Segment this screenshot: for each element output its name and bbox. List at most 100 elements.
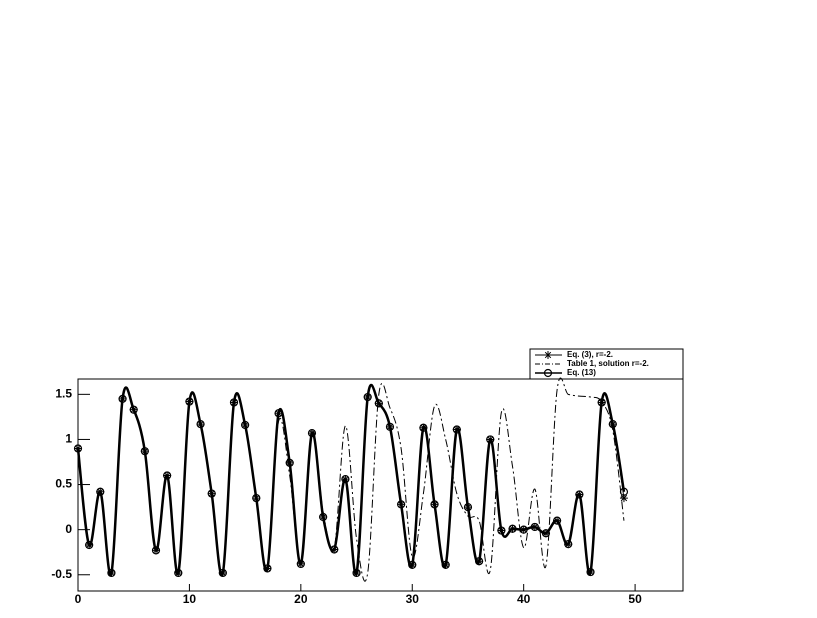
circle-marker [575, 490, 584, 499]
circle-marker [307, 429, 317, 438]
star-marker [374, 399, 383, 408]
circle-marker [374, 399, 383, 408]
circle-marker [229, 398, 239, 407]
star-marker [564, 540, 573, 549]
star-marker [229, 398, 238, 407]
circle-marker [552, 516, 562, 525]
star-marker [430, 500, 439, 509]
star-marker [352, 568, 361, 577]
circle-marker [207, 489, 216, 498]
circle-marker [352, 568, 361, 578]
star-marker [530, 522, 539, 531]
star-marker [486, 435, 495, 444]
series-line [76, 383, 626, 577]
x-tick-label: 0 [75, 592, 82, 606]
circle-marker [564, 539, 573, 549]
circle-marker [85, 540, 94, 550]
star-marker [619, 494, 628, 503]
star-marker [553, 516, 562, 525]
star-marker [85, 540, 94, 549]
circle-marker [497, 526, 506, 535]
circle-marker [586, 567, 595, 577]
star-marker [508, 524, 517, 533]
circle-marker [174, 568, 183, 578]
circle-marker [96, 487, 105, 496]
circle-marker [73, 444, 83, 453]
circle-marker [151, 546, 161, 555]
star-marker [519, 525, 528, 534]
y-tick-label: 1 [65, 432, 72, 446]
star-marker [586, 568, 595, 577]
y-tick-label: -0.5 [51, 567, 72, 581]
star-marker [408, 560, 417, 569]
circle-marker [430, 500, 439, 509]
circle-marker [341, 475, 350, 484]
star-marker [319, 513, 328, 522]
circle-marker [140, 447, 149, 456]
circle-marker [541, 529, 551, 538]
star-marker [397, 500, 406, 509]
star-marker [129, 405, 138, 414]
circle-marker [441, 560, 450, 569]
star-marker [475, 557, 484, 566]
star-marker [207, 489, 216, 498]
circle-marker [163, 471, 172, 480]
x-tick-label: 10 [183, 592, 197, 606]
star-marker [385, 422, 394, 431]
star-marker [497, 526, 506, 535]
circle-marker [397, 500, 406, 509]
star-marker [274, 409, 283, 418]
star-marker [252, 494, 261, 503]
star-marker [241, 421, 250, 430]
star-marker [218, 568, 227, 577]
star-marker [185, 397, 194, 406]
circle-marker [530, 522, 539, 532]
legend-label: Eq. (13) [567, 368, 596, 377]
circle-marker [363, 392, 372, 402]
star-marker [163, 471, 172, 480]
star-marker [452, 425, 461, 434]
legend-label: Table 1, solution r=-2. [567, 359, 649, 368]
star-marker [597, 398, 606, 407]
circle-marker [218, 568, 227, 578]
circle-marker [241, 420, 250, 430]
star-marker [608, 420, 617, 429]
circle-marker [608, 420, 617, 429]
x-tick-label: 20 [294, 592, 308, 606]
circle-marker [597, 398, 606, 407]
x-tick-label: 40 [517, 592, 531, 606]
star-marker [285, 458, 294, 467]
circle-marker [543, 368, 553, 378]
circle-marker [619, 487, 629, 496]
star-marker [140, 447, 149, 456]
circle-marker [385, 422, 395, 431]
star-marker [151, 546, 160, 555]
circle-marker [107, 568, 116, 578]
star-marker [544, 351, 552, 359]
series-line [77, 377, 625, 582]
legend-label: Eq. (3), r=-2. [567, 350, 613, 359]
circle-marker [486, 435, 495, 444]
y-tick-label: 0.5 [55, 477, 72, 491]
circle-marker [419, 423, 428, 432]
circle-marker [463, 503, 473, 512]
circle-marker [408, 560, 417, 569]
star-marker [307, 429, 316, 438]
star-marker [107, 568, 116, 577]
star-marker [575, 490, 584, 499]
star-marker [541, 529, 550, 538]
star-marker [330, 545, 339, 554]
circle-marker [452, 425, 461, 434]
circle-marker [285, 458, 294, 467]
star-marker [196, 420, 205, 429]
circle-marker [519, 525, 528, 534]
circle-marker [319, 512, 328, 522]
circle-marker [274, 409, 283, 418]
x-tick-label: 50 [628, 592, 642, 606]
circle-marker [118, 394, 127, 403]
star-marker [419, 423, 428, 432]
star-marker [74, 444, 82, 453]
x-tick-label: 30 [406, 592, 420, 606]
